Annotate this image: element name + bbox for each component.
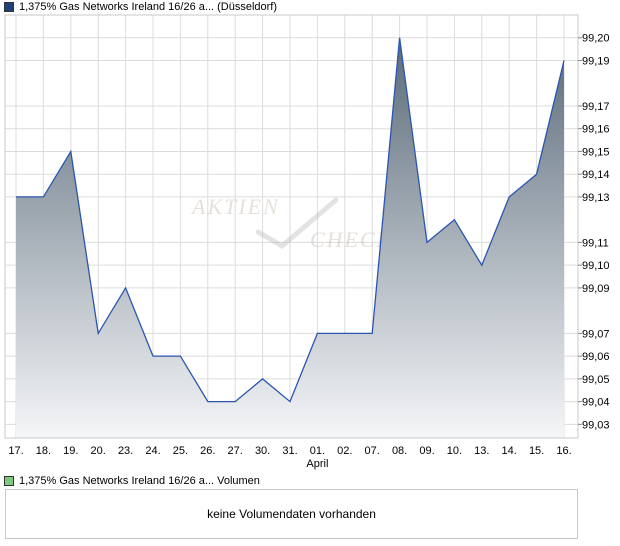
y-tick-label: 99,16 (582, 124, 610, 136)
x-tick-label: 15. (529, 445, 544, 457)
y-tick-label: 99,04 (582, 397, 610, 409)
price-area (16, 37, 564, 438)
x-tick-label: 16. (556, 445, 571, 457)
x-tick-label: 18. (36, 445, 51, 457)
x-tick-label: 25. (173, 445, 188, 457)
x-tick-label: 27. (228, 445, 243, 457)
x-tick-label: 31. (282, 445, 297, 457)
svg-text:CHECK: CHECK (310, 227, 393, 252)
x-tick-label: 14. (502, 445, 517, 457)
y-tick-label: 99,11 (582, 237, 609, 249)
x-tick-label: 01. (310, 445, 325, 457)
x-tick-label: 20. (91, 445, 106, 457)
volume-legend: 1,375% Gas Networks Ireland 16/26 a... V… (4, 474, 260, 488)
volume-panel: keine Volumendaten vorhanden (5, 489, 578, 539)
x-tick-label: 09. (419, 445, 434, 457)
volume-series-swatch (4, 476, 14, 486)
x-tick-label: 10. (447, 445, 462, 457)
price-line (16, 37, 565, 403)
x-tick-label: 08. (392, 445, 407, 457)
x-tick-label: 19. (63, 445, 78, 457)
y-tick-label: 99,06 (582, 351, 610, 363)
x-axis-ticks: 17. 18. 19. 20. 23. 24. 25. 26. 27. 30. 31. 01.Apri… (8, 445, 571, 470)
y-tick-label: 99,15 (582, 146, 610, 158)
x-tick-label: 17. (8, 445, 23, 457)
x-tick-label: 30. (255, 445, 270, 457)
aktien-check-watermark: AKTIEN CHECK (190, 194, 393, 252)
no-volume-message: keine Volumendaten vorhanden (207, 507, 376, 521)
price-series-swatch (4, 2, 14, 12)
y-tick-label: 99,07 (582, 328, 610, 340)
x-tick-label: 02. (337, 445, 352, 457)
x-tick-label: 13. (474, 445, 489, 457)
y-axis-ticks: 99,03 99,04 99,05 99,06 99,07 99,09 99,10 99,11… (578, 33, 610, 431)
x-month-label: April (306, 458, 328, 470)
y-tick-label: 99,03 (582, 419, 610, 431)
y-tick-label: 99,09 (582, 283, 610, 295)
y-tick-label: 99,10 (582, 260, 610, 272)
x-tick-label: 07. (365, 445, 380, 457)
chart-frame (4, 14, 579, 439)
y-tick-label: 99,17 (582, 101, 610, 113)
price-series-label: 1,375% Gas Networks Ireland 16/26 a... (… (19, 1, 278, 13)
svg-text:AKTIEN: AKTIEN (190, 194, 280, 219)
y-tick-label: 99,13 (582, 192, 610, 204)
main-chart-legend: 1,375% Gas Networks Ireland 16/26 a... (… (4, 0, 277, 14)
volume-series-label: 1,375% Gas Networks Ireland 16/26 a... V… (19, 475, 260, 487)
y-tick-label: 99,20 (582, 33, 610, 45)
y-tick-label: 99,05 (582, 374, 610, 386)
x-tick-label: 24. (145, 445, 160, 457)
x-tick-label: 26. (200, 445, 215, 457)
x-tick-label: 23. (118, 445, 133, 457)
y-tick-label: 99,14 (582, 169, 610, 181)
y-tick-label: 99,19 (582, 55, 610, 67)
